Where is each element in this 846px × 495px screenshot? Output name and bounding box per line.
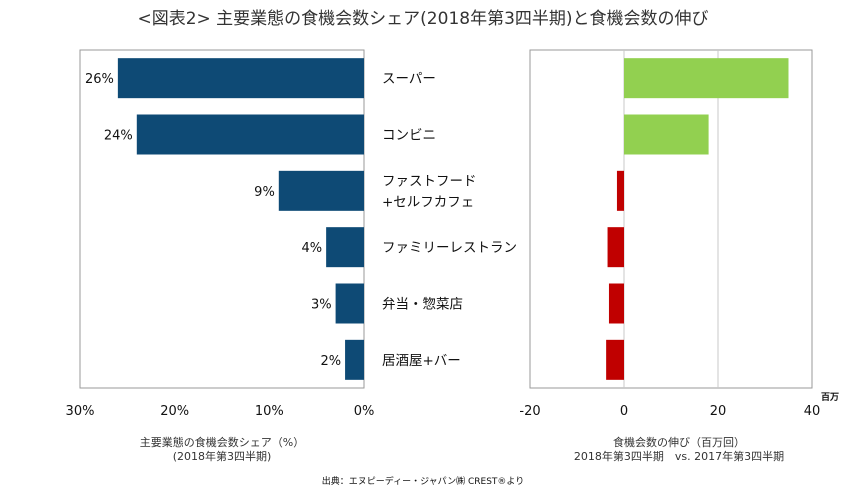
growth-x-tick-label: 20	[710, 404, 727, 419]
growth-x-tick-label: -20	[519, 404, 540, 419]
category-label-line: 弁当・惣菜店	[382, 297, 463, 313]
share-chart: 26% 24% 9% 4% 3% 2% 0% 10% 20% 30% 主要業態の食機会数シェア（…	[66, 49, 375, 463]
share-bar	[326, 227, 364, 268]
category-label: スーパー	[382, 71, 436, 87]
category-label: 弁当・惣菜店	[382, 297, 463, 313]
category-label-line: スーパー	[382, 71, 436, 87]
share-x-tick-label: 10%	[255, 404, 284, 419]
share-bar-value-label: 2%	[320, 354, 341, 369]
share-bar-value-label: 3%	[311, 298, 332, 313]
growth-bar	[624, 114, 709, 155]
share-bar-value-label: 26%	[85, 72, 114, 87]
source-note: 出典：エヌピーディー・ジャパン㈱ CREST®より	[321, 477, 525, 487]
share-bar	[117, 58, 364, 99]
growth-unit-label: 百万	[821, 392, 839, 403]
growth-x-tick-label: 40	[804, 404, 821, 419]
growth-bar	[608, 283, 624, 324]
category-label: 居酒屋+バー	[382, 353, 461, 369]
growth-x-tick-label: 0	[620, 404, 628, 419]
category-label: ファストフード +セルフカフェ	[382, 173, 477, 210]
share-bar-value-label: 4%	[302, 241, 323, 256]
growth-bar	[607, 227, 624, 268]
share-bar	[278, 170, 364, 211]
category-label-line: ファストフード	[382, 173, 477, 189]
growth-x-axis-subtitle: 2018年第3四半期 vs. 2017年第3四半期	[574, 449, 784, 463]
share-x-axis-title: 主要業態の食機会数シェア（%）	[140, 435, 304, 449]
category-label-line: ファミリーレストラン	[382, 240, 517, 256]
share-bar-value-label: 9%	[254, 185, 275, 200]
growth-x-axis-title: 食機会数の伸び（百万回）	[613, 435, 745, 449]
share-bar	[136, 114, 364, 155]
growth-bar	[616, 170, 624, 211]
category-label-line: 居酒屋+バー	[382, 353, 461, 369]
growth-bar	[624, 58, 789, 99]
share-bar-value-label: 24%	[104, 129, 133, 144]
growth-bar	[606, 339, 624, 380]
share-chart-frame	[79, 49, 365, 389]
category-label: コンビニ	[382, 128, 436, 144]
chart-title: <図表2> 主要業態の食機会数シェア(2018年第3四半期)と食機会数の伸び	[137, 9, 709, 29]
category-label-line: +セルフカフェ	[382, 194, 474, 210]
share-x-tick-label: 0%	[354, 404, 375, 419]
growth-chart-frame	[529, 49, 813, 389]
share-x-tick-label: 30%	[66, 404, 95, 419]
share-x-tick-label: 20%	[160, 404, 189, 419]
share-bar	[345, 339, 364, 380]
category-label: ファミリーレストラン	[382, 240, 517, 256]
share-bar	[335, 283, 364, 324]
growth-chart: -20 0 20 40 百万 食機会数の伸び（百万回） 2018年第3四半期 vs. …	[519, 49, 839, 463]
category-label-line: コンビニ	[382, 128, 436, 144]
share-x-axis-subtitle: (2018年第3四半期)	[173, 449, 272, 463]
